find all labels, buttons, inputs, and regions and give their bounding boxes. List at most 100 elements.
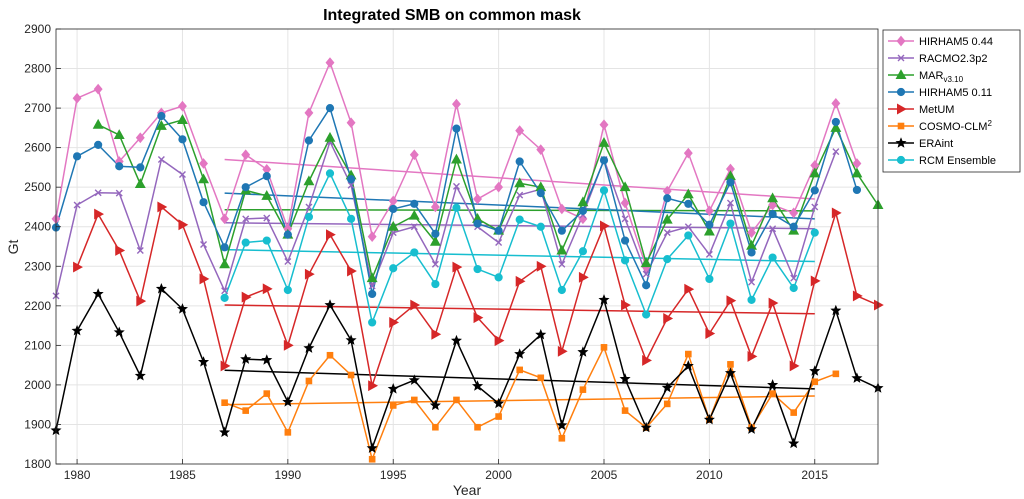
data-point-eraint xyxy=(809,365,821,376)
data-point-hirham5-0-11 xyxy=(304,136,314,145)
data-point-metum xyxy=(494,335,505,347)
legend-marker xyxy=(896,35,906,47)
legend-box xyxy=(882,29,1021,173)
data-point-cosmo-clm-2 xyxy=(389,402,397,409)
data-point-metum xyxy=(600,220,610,232)
data-point-cosmo-clm-2 xyxy=(284,429,292,436)
data-point-eraint xyxy=(113,326,125,338)
data-point-hirham5-0-11 xyxy=(747,248,756,257)
series-line-racmo2-3p2 xyxy=(55,140,837,297)
legend-entry-racmo2-3p2: RACMO2.3p2 xyxy=(888,53,987,65)
x-tick-label: 2000 xyxy=(485,468,512,482)
data-point-metum xyxy=(94,208,104,220)
data-point-hirham5-0-44 xyxy=(241,149,251,161)
data-point-hirham5-0-11 xyxy=(515,157,524,166)
data-point-rcm-ensemble xyxy=(241,238,250,247)
data-point-racmo2-3p2 xyxy=(136,246,144,254)
data-point-hirham5-0-44 xyxy=(683,147,693,159)
data-point-eraint xyxy=(366,442,378,453)
data-point-rcm-ensemble xyxy=(494,273,503,282)
data-point-rcm-ensemble xyxy=(346,214,356,223)
data-point-hirham5-0-44 xyxy=(178,100,187,112)
data-point-metum xyxy=(326,229,336,241)
data-point-eraint xyxy=(408,374,420,385)
legend-entry-hirham5-0-11: HIRHAM5 0.11 xyxy=(888,87,992,99)
data-point-rcm-ensemble xyxy=(684,231,693,240)
data-point-rcm-ensemble xyxy=(726,219,735,228)
data-point-mar-v3-10 xyxy=(198,173,209,184)
data-point-cosmo-clm-2 xyxy=(305,377,313,385)
data-point-metum xyxy=(389,316,400,328)
legend-marker xyxy=(895,137,907,148)
data-point-hirham5-0-11 xyxy=(852,185,862,195)
data-point-cosmo-clm-2 xyxy=(621,407,629,414)
data-point-mar-v3-10 xyxy=(177,114,188,124)
data-point-hirham5-0-44 xyxy=(599,119,609,131)
data-point-eraint xyxy=(767,379,779,390)
data-point-rcm-ensemble xyxy=(599,186,609,195)
data-point-hirham5-0-11 xyxy=(241,183,250,192)
data-point-eraint xyxy=(198,356,210,367)
data-point-hirham5-0-44 xyxy=(831,98,841,109)
data-point-metum xyxy=(410,299,421,311)
data-point-hirham5-0-11 xyxy=(199,198,208,207)
data-point-mar-v3-10 xyxy=(387,220,399,231)
data-point-rcm-ensemble xyxy=(431,279,440,289)
data-point-hirham5-0-44 xyxy=(536,144,546,155)
data-point-cosmo-clm-2 xyxy=(368,455,376,463)
data-point-metum xyxy=(684,283,695,295)
data-point-metum xyxy=(768,297,779,309)
data-point-eraint xyxy=(788,437,800,449)
data-point-metum xyxy=(810,275,821,287)
data-point-hirham5-0-11 xyxy=(642,281,651,290)
data-point-cosmo-clm-2 xyxy=(811,378,819,386)
plot-frame xyxy=(56,29,878,464)
data-point-hirham5-0-11 xyxy=(178,135,187,144)
data-point-cosmo-clm-2 xyxy=(263,390,271,397)
data-point-hirham5-0-11 xyxy=(389,204,398,214)
data-point-rcm-ensemble xyxy=(283,285,292,295)
data-point-metum xyxy=(283,339,294,351)
data-point-hirham5-0-11 xyxy=(768,209,777,219)
data-point-hirham5-0-44 xyxy=(768,199,778,211)
data-point-cosmo-clm-2 xyxy=(242,407,249,414)
data-point-racmo2-3p2 xyxy=(115,189,123,197)
data-point-eraint xyxy=(556,419,568,430)
data-point-metum xyxy=(199,273,210,285)
legend-marker xyxy=(897,103,907,115)
data-point-hirham5-0-11 xyxy=(157,111,166,121)
y-tick-label: 2600 xyxy=(24,141,51,155)
data-point-hirham5-0-44 xyxy=(220,213,230,225)
data-point-cosmo-clm-2 xyxy=(221,399,228,407)
data-point-racmo2-3p2 xyxy=(305,203,313,211)
data-point-racmo2-3p2 xyxy=(621,215,629,223)
data-point-mar-v3-10 xyxy=(703,225,715,236)
data-point-eraint xyxy=(134,370,146,381)
data-point-mar-v3-10 xyxy=(303,175,315,186)
data-point-hirham5-0-11 xyxy=(136,163,145,172)
legend-label: ERAint xyxy=(919,138,953,150)
data-point-mar-v3-10 xyxy=(219,258,231,269)
x-tick-label: 2015 xyxy=(801,468,828,482)
data-point-mar-v3-10 xyxy=(261,190,273,200)
data-point-hirham5-0-44 xyxy=(135,132,145,144)
series-line-mar-v3-10 xyxy=(97,119,879,279)
data-point-hirham5-0-44 xyxy=(430,201,440,213)
y-tick-label: 2000 xyxy=(24,378,51,392)
legend-marker xyxy=(897,54,905,62)
legend-label: MetUM xyxy=(919,104,954,116)
data-point-eraint xyxy=(219,426,231,438)
data-point-rcm-ensemble xyxy=(304,212,314,221)
data-point-rcm-ensemble xyxy=(789,283,798,293)
data-point-mar-v3-10 xyxy=(451,153,462,164)
data-point-mar-v3-10 xyxy=(155,120,167,130)
data-point-mar-v3-10 xyxy=(134,178,146,189)
data-point-racmo2-3p2 xyxy=(516,191,524,199)
data-point-eraint xyxy=(577,346,589,357)
series-line-cosmo-clm-2 xyxy=(224,346,837,460)
data-point-eraint xyxy=(598,294,610,305)
data-point-rcm-ensemble xyxy=(368,318,377,327)
data-point-racmo2-3p2 xyxy=(558,260,566,268)
data-point-mar-v3-10 xyxy=(366,272,378,283)
data-point-metum xyxy=(347,265,357,277)
